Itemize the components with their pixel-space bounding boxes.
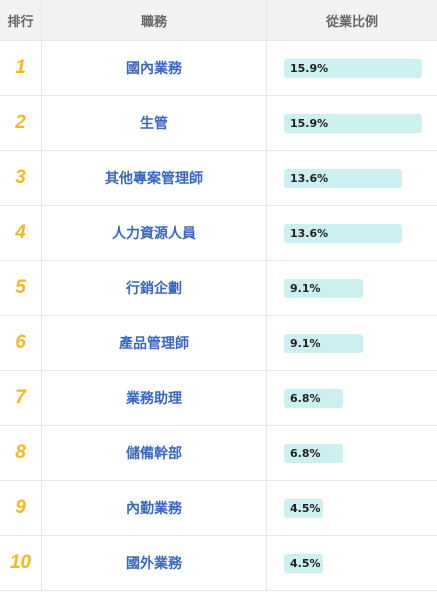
job-cell: 國內業務 [42, 41, 267, 95]
share-cell: 6.8% [267, 371, 437, 425]
header-rank: 排行 [0, 0, 42, 40]
header-job: 職務 [42, 0, 267, 40]
table-row: 10 國外業務 4.5% [0, 536, 437, 591]
share-label: 6.8% [290, 446, 321, 460]
share-cell: 13.6% [267, 151, 437, 205]
table-header: 排行 職務 從業比例 [0, 0, 437, 41]
job-cell: 儲備幹部 [42, 426, 267, 480]
share-cell: 4.5% [267, 481, 437, 535]
share-label: 15.9% [290, 116, 329, 130]
job-cell: 生管 [42, 96, 267, 150]
share-bar-fill [284, 388, 344, 408]
job-cell: 業務助理 [42, 371, 267, 425]
share-bar: 15.9% [284, 113, 422, 133]
share-bar: 6.8% [284, 388, 422, 408]
rank-number: 5 [0, 261, 42, 315]
share-cell: 9.1% [267, 316, 437, 370]
share-bar: 9.1% [284, 278, 422, 298]
share-label: 4.5% [290, 556, 321, 570]
share-bar-fill [284, 498, 324, 518]
table-row: 3 其他專案管理師 13.6% [0, 151, 437, 206]
share-label: 15.9% [290, 61, 329, 75]
share-bar: 6.8% [284, 443, 422, 463]
table-row: 5 行銷企劃 9.1% [0, 261, 437, 316]
rank-number: 4 [0, 206, 42, 260]
share-bar-fill [284, 223, 403, 243]
share-bar-fill [284, 113, 422, 133]
share-bar: 13.6% [284, 223, 422, 243]
job-link[interactable]: 儲備幹部 [126, 446, 182, 462]
job-cell: 其他專案管理師 [42, 151, 267, 205]
table-row: 8 儲備幹部 6.8% [0, 426, 437, 481]
table-row: 4 人力資源人員 13.6% [0, 206, 437, 261]
share-bar: 13.6% [284, 168, 422, 188]
share-bar-fill [284, 553, 324, 573]
job-link[interactable]: 生管 [140, 116, 168, 132]
table-row: 1 國內業務 15.9% [0, 41, 437, 96]
share-bar-fill [284, 58, 422, 78]
table-row: 6 產品管理師 9.1% [0, 316, 437, 371]
share-cell: 9.1% [267, 261, 437, 315]
share-label: 4.5% [290, 501, 321, 515]
share-label: 13.6% [290, 171, 329, 185]
share-label: 13.6% [290, 226, 329, 240]
job-link[interactable]: 其他專案管理師 [105, 171, 203, 187]
rank-number: 6 [0, 316, 42, 370]
job-link[interactable]: 國內業務 [126, 61, 182, 77]
rank-number: 8 [0, 426, 42, 480]
share-label: 9.1% [290, 281, 321, 295]
share-label: 9.1% [290, 336, 321, 350]
share-label: 6.8% [290, 391, 321, 405]
rank-number: 7 [0, 371, 42, 425]
share-bar: 4.5% [284, 553, 422, 573]
share-cell: 4.5% [267, 536, 437, 590]
job-link[interactable]: 國外業務 [126, 556, 182, 572]
share-bar: 4.5% [284, 498, 422, 518]
table-row: 7 業務助理 6.8% [0, 371, 437, 426]
rank-number: 1 [0, 41, 42, 95]
rank-number: 3 [0, 151, 42, 205]
table-row: 9 內勤業務 4.5% [0, 481, 437, 536]
share-bar-fill [284, 443, 344, 463]
job-link[interactable]: 業務助理 [126, 391, 182, 407]
rank-number: 2 [0, 96, 42, 150]
header-share: 從業比例 [325, 14, 378, 30]
share-cell: 13.6% [267, 206, 437, 260]
job-cell: 內勤業務 [42, 481, 267, 535]
job-cell: 產品管理師 [42, 316, 267, 370]
share-cell: 15.9% [267, 96, 437, 150]
rank-number: 10 [0, 536, 42, 590]
job-link[interactable]: 內勤業務 [126, 501, 182, 517]
share-cell: 6.8% [267, 426, 437, 480]
job-cell: 國外業務 [42, 536, 267, 590]
table-row: 2 生管 15.9% [0, 96, 437, 151]
share-cell: 15.9% [267, 41, 437, 95]
job-cell: 行銷企劃 [42, 261, 267, 315]
rank-number: 9 [0, 481, 42, 535]
job-link[interactable]: 行銷企劃 [126, 281, 182, 297]
share-bar-fill [284, 168, 403, 188]
job-link[interactable]: 產品管理師 [119, 336, 189, 352]
share-bar: 9.1% [284, 333, 422, 353]
table-body: 1 國內業務 15.9% 2 生管 15.9% 3 其他專案管理師 [0, 41, 437, 591]
share-bar-fill [284, 278, 363, 298]
job-cell: 人力資源人員 [42, 206, 267, 260]
job-link[interactable]: 人力資源人員 [112, 226, 196, 242]
share-bar: 15.9% [284, 58, 422, 78]
share-bar-fill [284, 333, 363, 353]
